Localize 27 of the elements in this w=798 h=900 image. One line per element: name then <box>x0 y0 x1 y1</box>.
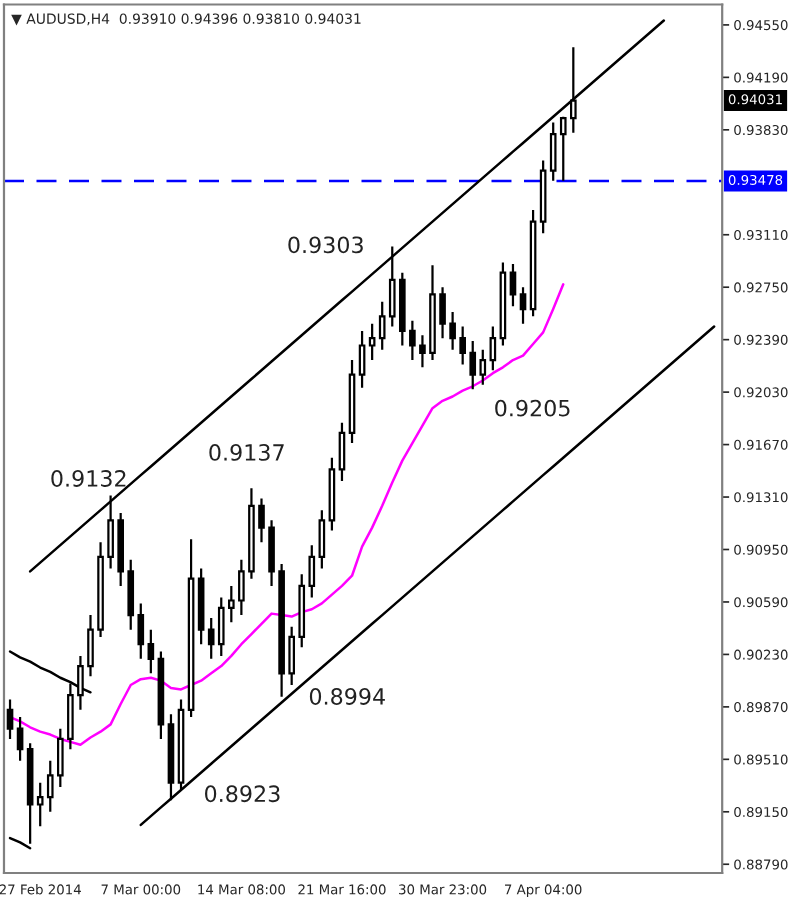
candlestick <box>338 421 346 483</box>
candlestick <box>157 650 165 741</box>
candlestick <box>197 567 205 646</box>
candlestick <box>177 698 185 792</box>
candlestick <box>328 456 336 532</box>
candlestick <box>368 322 376 362</box>
candlestick <box>348 358 356 445</box>
annotation: 0.9132 <box>51 470 126 487</box>
candlestick <box>6 698 14 741</box>
candlestick <box>509 262 517 308</box>
candlestick <box>489 325 497 372</box>
annotation: 0.9303 <box>288 236 363 254</box>
candlestick <box>519 286 527 325</box>
candlestick <box>499 261 507 347</box>
annotation: 0.8923 <box>205 785 280 803</box>
candlestick <box>187 538 195 719</box>
line-series <box>139 325 716 827</box>
candlestick <box>539 159 547 235</box>
annotation: 0.8994 <box>309 688 385 705</box>
annotation: 0.9137 <box>209 444 284 461</box>
candlestick <box>16 715 24 762</box>
candlestick <box>167 713 175 802</box>
candlestick <box>318 509 326 570</box>
candlestick <box>529 208 537 318</box>
candlestick <box>147 628 155 675</box>
candlestick <box>358 329 366 389</box>
annotation: 0.9205 <box>495 399 570 417</box>
